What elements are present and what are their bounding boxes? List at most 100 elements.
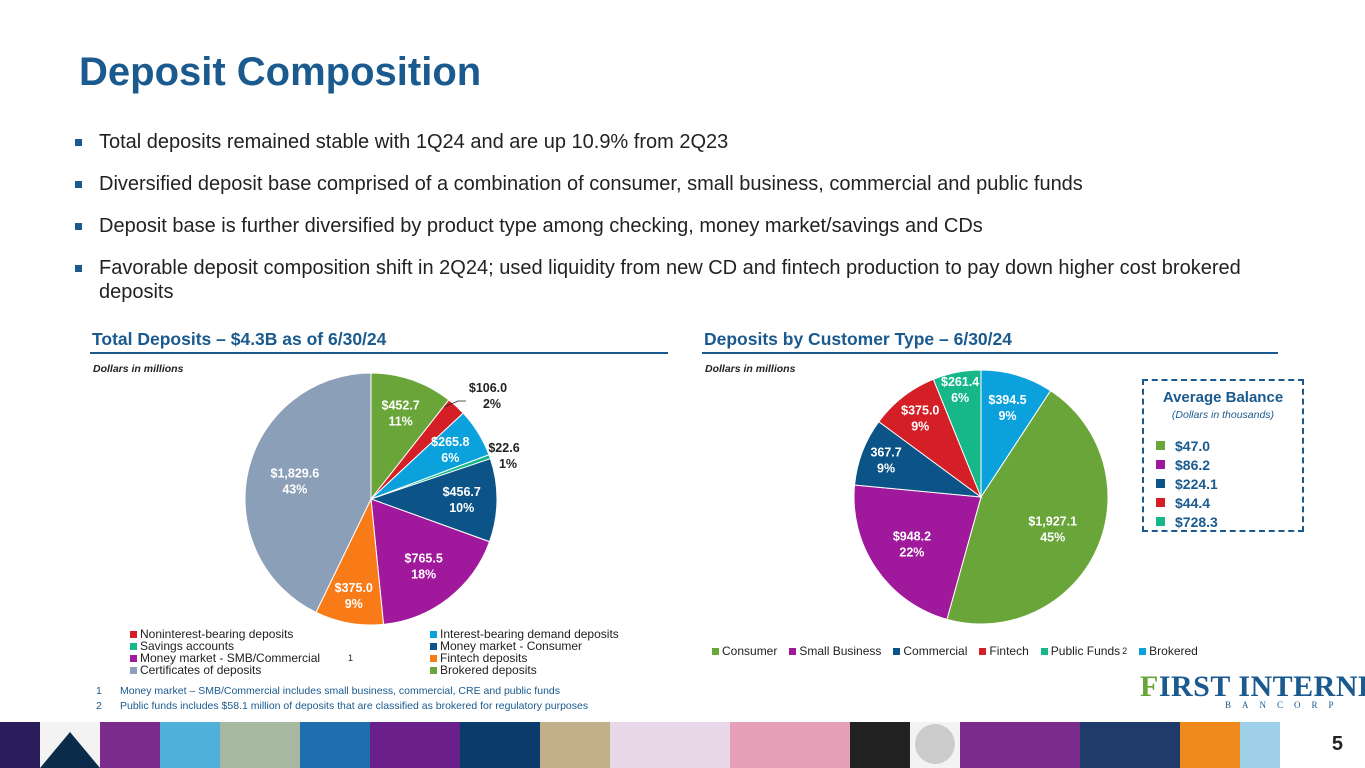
footnote-marker: 1 — [348, 653, 354, 663]
leader-line — [443, 400, 466, 408]
average-balance-value: $86.2 — [1175, 456, 1211, 473]
average-balance-swatch — [1156, 498, 1165, 507]
average-balance-swatch — [1156, 479, 1165, 488]
slice-value-label: $22.6 — [488, 441, 519, 455]
legend-item: Interest-bearing demand deposits — [430, 628, 650, 640]
slice-percent-label: 45% — [1040, 531, 1065, 545]
average-balance-swatch — [1156, 441, 1165, 450]
slice-percent-label: 6% — [951, 391, 969, 405]
legend-swatch — [430, 630, 437, 638]
page-title: Deposit Composition — [79, 50, 482, 94]
logo-initial: F — [1140, 670, 1159, 703]
slice-percent-label: 11% — [388, 414, 412, 428]
pie-slice — [932, 369, 982, 498]
slice-percent-label: 22% — [899, 545, 924, 559]
bullet-item: Diversified deposit base comprised of a … — [75, 172, 1295, 196]
slice-value-label: $261.4 — [941, 375, 979, 389]
left-units-label: Dollars in millions — [93, 363, 184, 375]
left-chart-title: Total Deposits – $4.3B as of 6/30/24 — [92, 329, 387, 349]
right-chart-legend: Consumer Small Business Commercial Fintech P… — [712, 645, 1210, 657]
legend-item: Consumer — [712, 645, 777, 657]
slice-percent-label: 9% — [877, 462, 895, 476]
legend-item: Small Business — [789, 645, 881, 657]
legend-swatch — [130, 630, 137, 638]
legend-label: Money market - SMB/Commercial — [140, 651, 321, 665]
legend-item: Brokered — [1139, 645, 1198, 657]
slice-value-label: $452.7 — [382, 398, 420, 412]
legend-swatch — [1040, 647, 1048, 655]
slice-percent-label: 10% — [449, 501, 474, 515]
legend-item: Public Funds 2 — [1040, 645, 1127, 657]
bullet-list: Total deposits remained stable with 1Q24… — [75, 130, 1295, 322]
average-balance-item: $728.3 — [1156, 512, 1218, 531]
legend-item: Noninterest-bearing deposits — [130, 628, 430, 640]
legend-label: Interest-bearing demand deposits — [440, 627, 619, 641]
slice-percent-label: 9% — [911, 420, 929, 434]
legend-swatch — [430, 654, 437, 662]
average-balance-swatch — [1156, 517, 1165, 526]
slice-value-label: $375.0 — [901, 404, 939, 418]
legend-label: Brokered deposits — [440, 663, 537, 677]
pie-slice — [244, 372, 372, 614]
pie-slice — [853, 484, 982, 620]
average-balance-title: Average Balance — [1162, 389, 1284, 406]
average-balance-item: $47.0 — [1156, 436, 1218, 455]
legend-label: Small Business — [799, 644, 882, 658]
legend-swatch — [430, 666, 437, 674]
legend-item: Money market - SMB/Commercial 1 — [130, 652, 430, 664]
slice-value-label: 367.7 — [870, 446, 901, 460]
slice-percent-label: 6% — [441, 451, 459, 465]
average-balance-subtitle: (Dollars in thousands) — [1171, 409, 1275, 421]
legend-label: Fintech deposits — [440, 651, 528, 665]
slice-percent-label: 2% — [483, 397, 501, 411]
average-balance-item: $44.4 — [1156, 493, 1218, 512]
decorative-image-strip — [0, 722, 1365, 768]
pie-chart-2: $394.5 9% $1,927.1 45% $948.2 22% 367.7 9% $375.… — [853, 369, 1109, 625]
slice-percent-label: 9% — [345, 597, 363, 611]
right-title-rule — [702, 352, 1278, 354]
legend-label: Savings accounts — [140, 639, 235, 653]
legend-label: Certificates of deposits — [140, 663, 262, 677]
legend-swatch — [789, 647, 797, 655]
legend-label: Brokered — [1149, 644, 1198, 658]
legend-swatch — [130, 666, 137, 674]
slice-value-label: $375.0 — [335, 581, 373, 595]
average-balance-value: $224.1 — [1175, 475, 1218, 492]
pie-slice — [369, 458, 498, 543]
pie-slice — [370, 498, 491, 625]
average-balance-value: $44.4 — [1175, 494, 1211, 511]
bullet-item: Deposit base is further diversified by p… — [75, 214, 1295, 238]
slice-value-label: $265.8 — [431, 435, 469, 449]
legend-item: Fintech deposits — [430, 652, 650, 664]
right-chart-title: Deposits by Customer Type – 6/30/24 — [704, 329, 1012, 349]
legend-swatch — [430, 642, 437, 650]
left-title-rule — [90, 352, 668, 354]
slice-value-label: $948.2 — [893, 529, 931, 543]
legend-item: Savings accounts — [130, 640, 430, 652]
legend-label: Noninterest-bearing deposits — [140, 627, 294, 641]
legend-item: Commercial — [893, 645, 967, 657]
logo-main-text: IRST INTERNET — [1158, 670, 1365, 703]
slice-percent-label: 18% — [411, 568, 436, 582]
legend-item: Brokered deposits — [430, 664, 650, 676]
average-balance-swatch — [1156, 460, 1165, 469]
slice-value-label: $765.5 — [405, 552, 443, 566]
legend-swatch — [1139, 647, 1147, 655]
average-balance-list: $47.0 $86.2 $224.1 $44.4 $728.3 — [1156, 436, 1218, 531]
pie-slice — [946, 390, 1109, 625]
slice-percent-label: 43% — [282, 483, 307, 497]
average-balance-box: Average Balance (Dollars in thousands) $… — [1142, 379, 1304, 532]
legend-swatch — [130, 654, 137, 662]
left-chart-legend: Noninterest-bearing deposits Interest-bea… — [130, 628, 650, 676]
pie-slice — [370, 372, 450, 501]
bullet-item: Favorable deposit composition shift in 2… — [75, 256, 1295, 304]
slice-value-label: $106.0 — [469, 381, 507, 395]
slice-percent-label: 9% — [998, 409, 1016, 423]
slice-value-label: $1,829.6 — [271, 467, 320, 481]
average-balance-value: $47.0 — [1175, 437, 1211, 454]
average-balance-value: $728.3 — [1175, 513, 1218, 530]
slice-value-label: $394.5 — [988, 393, 1026, 407]
legend-item: Fintech — [979, 645, 1029, 657]
legend-label: Commercial — [903, 644, 968, 658]
